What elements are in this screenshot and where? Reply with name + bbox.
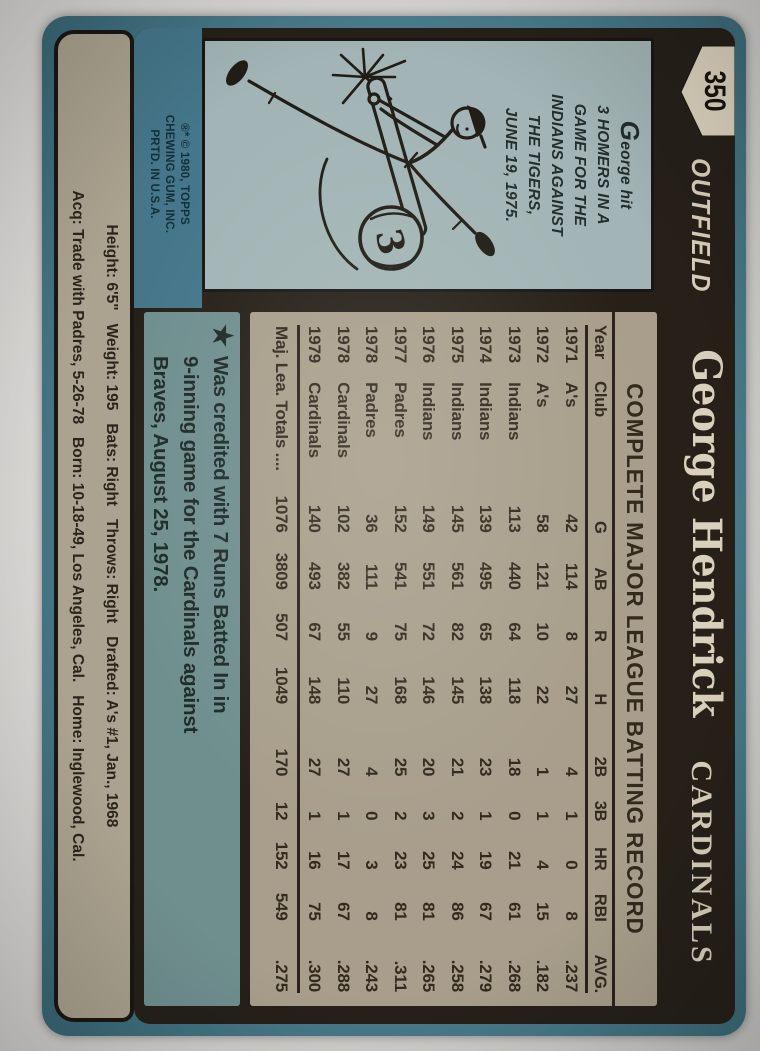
- col-header: RBI: [586, 870, 612, 922]
- col-header: H: [586, 641, 612, 706]
- col-header: 3B: [586, 777, 612, 822]
- totals-value: 152: [265, 821, 299, 871]
- col-header: R: [586, 590, 612, 642]
- stats-panel: COMPLETE MAJOR LEAGUE BATTING RECORD Yea…: [250, 312, 657, 1006]
- table-row: 1973 Indians 113 440 64 118 18 0 21 61.268: [505, 326, 524, 992]
- note-line: Was credited with 7 Runs Batted In in: [209, 356, 232, 714]
- col-header: 2B: [586, 705, 612, 778]
- table-header-row: Year Club G AB R H 2B 3B HR RBI AVG.: [586, 325, 612, 993]
- position-label: OUTFIELD: [686, 158, 716, 293]
- totals-value: 507: [265, 590, 299, 642]
- cartoon-caption: George hit 3 HOMERS IN A GAME FOR THE IN…: [499, 41, 651, 289]
- table-row: 1971 A's 42 114 8 27 4 1 0 8.237: [562, 326, 581, 992]
- card-number-pennant: [680, 46, 735, 136]
- col-header: HR: [586, 821, 612, 871]
- stats-title: COMPLETE MAJOR LEAGUE BATTING RECORD: [622, 383, 648, 935]
- batter-cartoon-illustration: 3: [226, 47, 495, 271]
- bio-band: Height: 6'5" Weight: 195 Bats: Right Thr…: [54, 30, 134, 1022]
- copyright-text: ®* © 1980, TOPPS CHEWING GUM, INC. PRTD.…: [146, 46, 191, 302]
- table-row: 1975 Indians 145 561 82 145 21 2 24 86.258: [448, 326, 467, 992]
- title-rule: [612, 312, 615, 1006]
- note-line: Braves, August 25, 1978.: [149, 356, 172, 593]
- col-header: G: [586, 481, 612, 534]
- totals-value: 170: [265, 705, 299, 778]
- baseball-icon: 3: [358, 205, 424, 271]
- caption-line: 3 HOMERS IN A: [594, 105, 611, 225]
- totals-value: 3809: [265, 533, 299, 591]
- team-name: CARDINALS: [685, 760, 718, 966]
- star-icon: ★: [208, 324, 238, 348]
- totals-value: 12: [265, 777, 299, 822]
- starburst-icon: [331, 47, 407, 105]
- card-number: 350: [698, 70, 731, 112]
- copyright-line: PRTD. IN U.S.A.: [148, 129, 160, 219]
- copyright-line: ®* © 1980, TOPPS: [178, 123, 190, 225]
- bio-line-1: Height: 6'5" Weight: 195 Bats: Right Thr…: [103, 224, 120, 828]
- player-name: George Hendrick: [683, 349, 730, 718]
- baseball-card-back: 350 OUTFIELD George Hendrick CARDINALS G…: [42, 16, 746, 1036]
- copyright-line: CHEWING GUM, INC.: [163, 114, 175, 234]
- totals-label: Maj. Lea. Totals ....: [265, 325, 299, 482]
- table-row: 1978 Padres 36 111 9 27 4 0 3 8.243: [362, 326, 382, 992]
- bio-line-2: Acq: Trade with Padres, 5-26-78 Born: 10…: [69, 190, 86, 862]
- cartoon-panel: George hit 3 HOMERS IN A GAME FOR THE IN…: [202, 38, 654, 292]
- table-row: 1972 A's 58 121 10 22 1 1 4 15.182: [533, 326, 553, 992]
- table-row: 1976 Indians 149 551 72 146 20 3 25 81.265: [419, 326, 439, 992]
- totals-value: 1076: [265, 481, 299, 534]
- table-row: 1978 Cardinals 102 382 55 110 27 1 17 67.288: [334, 326, 353, 992]
- col-header: Club: [586, 381, 612, 482]
- table-row: 1974 Indians 139 495 65 138 23 1 19 67.279: [476, 326, 496, 992]
- caption-line: THE TIGERS,: [525, 114, 542, 216]
- caption-line: INDIANS AGAINST: [548, 94, 565, 236]
- totals-value: 549: [265, 870, 299, 922]
- totals-value: 1049: [265, 641, 299, 706]
- caption-line: GAME FOR THE: [571, 103, 588, 227]
- totals-value: .275: [265, 921, 299, 993]
- table-row: 1977 Padres 152 541 75 168 25 2 23 81.311: [391, 326, 410, 992]
- batting-record-table: Year Club G AB R H 2B 3B HR RBI AVG. 197…: [265, 325, 612, 993]
- stats-rows: 1971 A's 42 114 8 27 4 1 0 8.237 1972 A's 58 121 10 22 1…: [299, 325, 587, 993]
- col-header: AVG.: [586, 921, 612, 993]
- col-header: Year: [586, 325, 612, 382]
- table-row: 1979 Cardinals 140 493 67 148 27 1 16 75.300: [305, 326, 325, 992]
- totals-row: Maj. Lea. Totals .... 1076 3809 507 1049…: [265, 325, 299, 993]
- caption-line: George hit: [615, 120, 645, 210]
- highlight-note-panel: ★ Was credited with 7 Runs Batted In in …: [144, 312, 240, 1006]
- col-header: AB: [586, 533, 612, 591]
- note-line: 9-inning game for the Cardinals against: [179, 356, 202, 734]
